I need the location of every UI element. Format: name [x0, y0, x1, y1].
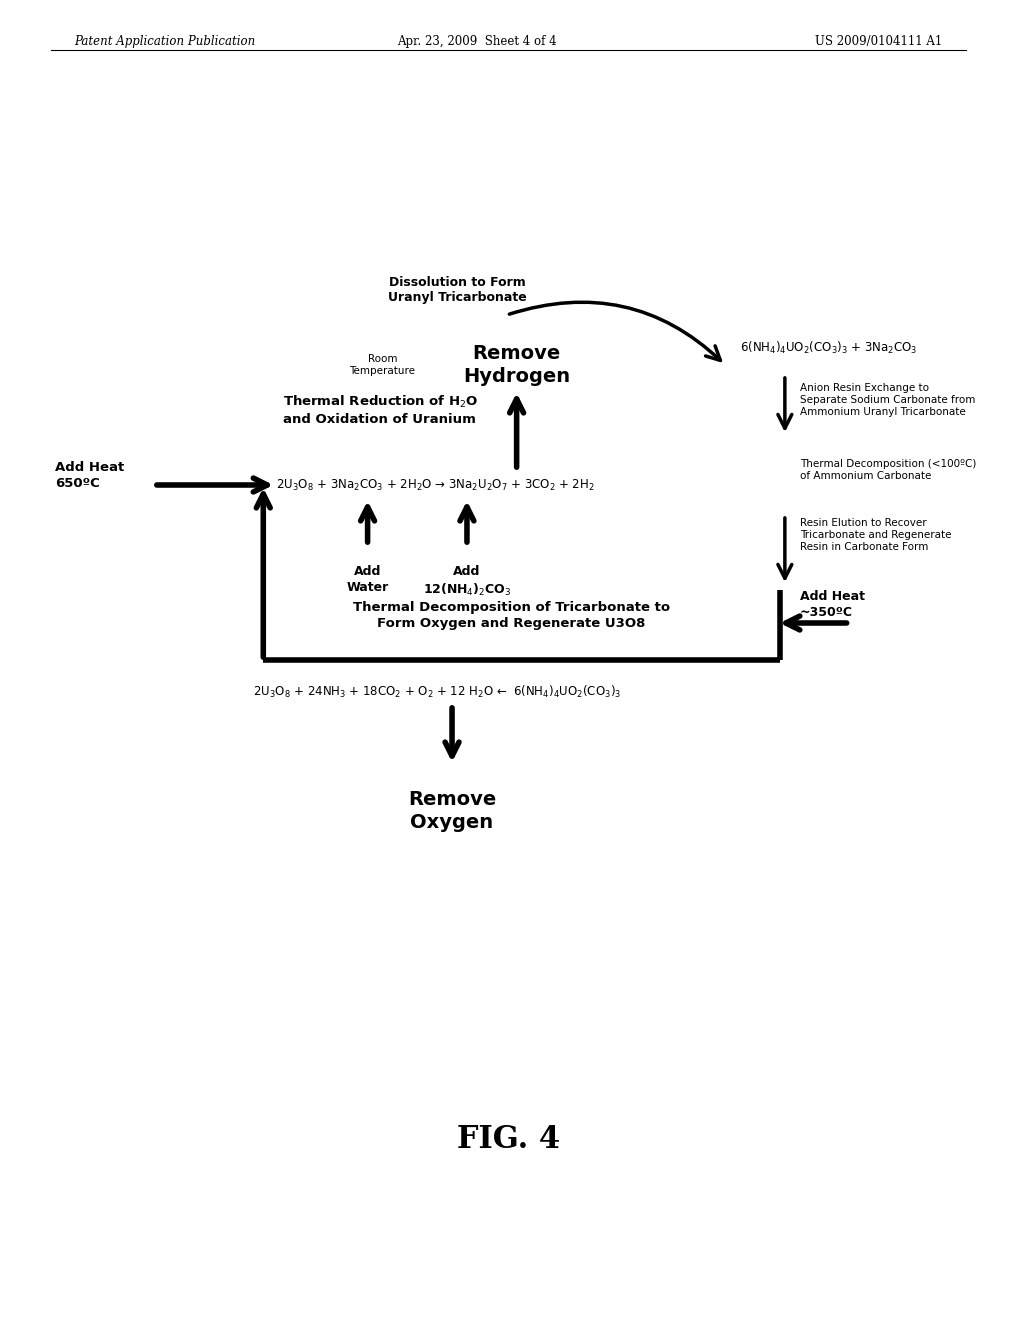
Text: Apr. 23, 2009  Sheet 4 of 4: Apr. 23, 2009 Sheet 4 of 4: [397, 36, 557, 48]
Text: Thermal Decomposition of Tricarbonate to
Form Oxygen and Regenerate U3O8: Thermal Decomposition of Tricarbonate to…: [353, 601, 671, 630]
Text: Thermal Decomposition (<100ºC)
of Ammonium Carbonate: Thermal Decomposition (<100ºC) of Ammoni…: [800, 459, 976, 482]
Text: Dissolution to Form
Uranyl Tricarbonate: Dissolution to Form Uranyl Tricarbonate: [388, 276, 526, 305]
Text: Add
Water: Add Water: [346, 565, 389, 594]
Text: Resin Elution to Recover
Tricarbonate and Regenerate
Resin in Carbonate Form: Resin Elution to Recover Tricarbonate an…: [800, 517, 951, 552]
Text: 6(NH$_4$)$_4$UO$_2$(CO$_3$)$_3$ + 3Na$_2$CO$_3$: 6(NH$_4$)$_4$UO$_2$(CO$_3$)$_3$ + 3Na$_2…: [740, 341, 918, 356]
Text: FIG. 4: FIG. 4: [457, 1125, 560, 1155]
Text: Room
Temperature: Room Temperature: [349, 354, 416, 376]
Text: Patent Application Publication: Patent Application Publication: [75, 36, 256, 48]
Text: US 2009/0104111 A1: US 2009/0104111 A1: [815, 36, 942, 48]
Text: Add
12(NH$_4$)$_2$CO$_3$: Add 12(NH$_4$)$_2$CO$_3$: [423, 565, 511, 598]
Text: Add Heat
650ºC: Add Heat 650ºC: [54, 461, 124, 490]
Text: Remove
Hydrogen: Remove Hydrogen: [463, 343, 570, 387]
Text: 2U$_3$O$_8$ + 24NH$_3$ + 18CO$_2$ + O$_2$ + 12 H$_2$O ←  6(NH$_4$)$_4$UO$_2$(CO$: 2U$_3$O$_8$ + 24NH$_3$ + 18CO$_2$ + O$_2…: [253, 684, 622, 700]
Text: Remove
Oxygen: Remove Oxygen: [408, 789, 497, 833]
Text: Anion Resin Exchange to
Separate Sodium Carbonate from
Ammonium Uranyl Tricarbon: Anion Resin Exchange to Separate Sodium …: [800, 383, 975, 417]
Text: Add Heat
~350ºC: Add Heat ~350ºC: [800, 590, 865, 619]
Text: Thermal Reduction of H$_2$O
and Oxidation of Uranium: Thermal Reduction of H$_2$O and Oxidatio…: [284, 393, 478, 426]
Text: 2U$_3$O$_8$ + 3Na$_2$CO$_3$ + 2H$_2$O → 3Na$_2$U$_2$O$_7$ + 3CO$_2$ + 2H$_2$: 2U$_3$O$_8$ + 3Na$_2$CO$_3$ + 2H$_2$O → …: [276, 478, 595, 492]
